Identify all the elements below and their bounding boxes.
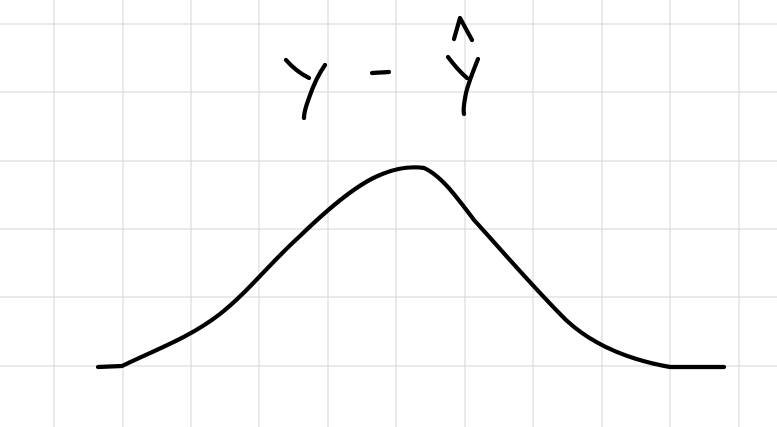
handwritten-y-stroke-left (283, 57, 312, 81)
handwritten-yhat-stroke-left (445, 54, 470, 81)
handwritten-yhat-stroke-right (461, 56, 481, 117)
handwritten-y-stroke-right (301, 62, 328, 121)
handwritten-annotation: Y - Ŷ (0, 0, 481, 121)
handwritten-hat-stroke (451, 15, 475, 43)
bell-curve (95, 165, 727, 370)
handwritten-minus-stroke (369, 69, 392, 76)
annotation-text: Y - Ŷ (0, 0, 36, 4)
